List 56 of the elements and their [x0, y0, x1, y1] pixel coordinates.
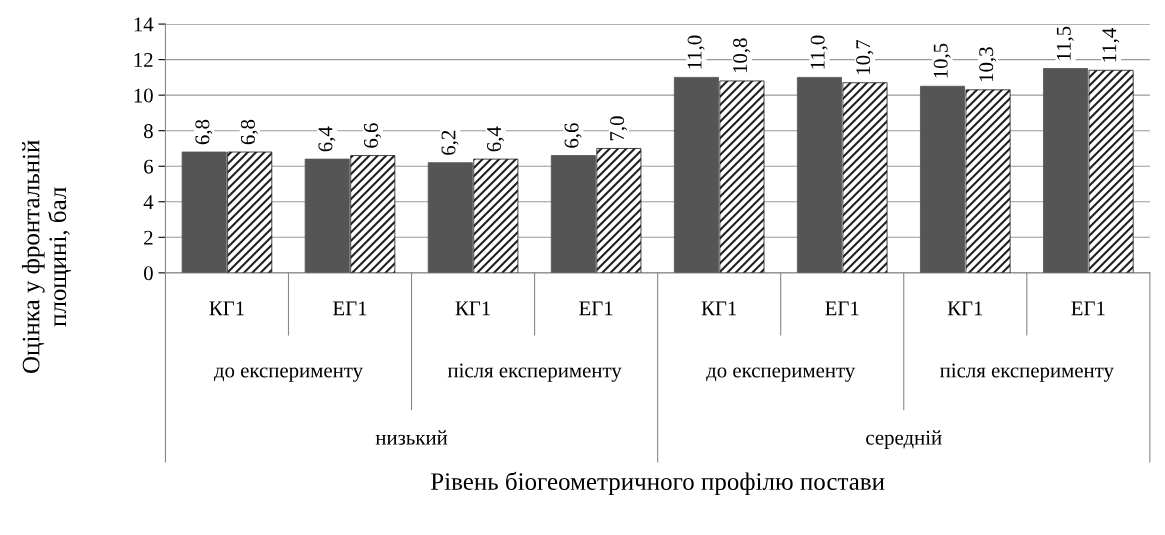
data-label: 11,0	[687, 35, 705, 69]
bar	[1088, 69, 1134, 273]
bar	[1043, 68, 1089, 273]
x-tick-label: КГ1	[947, 301, 983, 316]
data-label: 6,8	[195, 119, 213, 145]
y-tick-label: 12	[134, 53, 153, 67]
data-label: 7,0	[610, 116, 628, 141]
text: після експерименту	[940, 363, 1114, 382]
text: середній	[866, 430, 942, 449]
data-label: 6,2	[441, 130, 459, 155]
y-axis-title: Оцінка у фронтальній площині, бал	[21, 140, 72, 373]
data-label: 6,6	[363, 123, 381, 148]
text: після експерименту	[447, 363, 622, 382]
y-tick-label: 8	[144, 124, 153, 139]
data-label: 11,0	[810, 35, 828, 69]
data-label: 10,5	[933, 43, 951, 78]
text: низький	[375, 430, 448, 445]
data-label: 6,4	[487, 126, 505, 152]
data-label: 11,4	[1102, 27, 1120, 62]
bar	[842, 82, 888, 273]
data-label: 6,6	[564, 123, 582, 148]
bar	[920, 85, 966, 273]
y-tick-label: 2	[144, 230, 153, 245]
x-tick-label: КГ1	[209, 301, 244, 316]
x-tick-label: ЕГ1	[579, 301, 613, 316]
y-tick-label: 6	[144, 159, 153, 174]
bar	[304, 158, 350, 273]
bar	[473, 158, 519, 273]
y-tick-label: 14	[134, 17, 154, 32]
data-label: 6,4	[318, 126, 336, 152]
data-label: 10,3	[979, 47, 997, 82]
x-tick-label: КГ1	[701, 301, 737, 316]
bar	[965, 89, 1011, 273]
y-tick-label: 4	[143, 195, 154, 209]
bar	[427, 162, 473, 273]
data-label: 11,5	[1056, 26, 1074, 60]
bar	[181, 151, 227, 273]
x-tick-label: ЕГ1	[825, 301, 859, 316]
bar	[673, 76, 719, 273]
x-tick-label: ЕГ1	[333, 301, 367, 316]
y-tick-label: 10	[134, 88, 153, 103]
bar	[550, 155, 596, 273]
text: Рівень біогеометричного профілю постави	[430, 471, 885, 496]
text: до експерименту	[706, 367, 856, 382]
bar	[350, 155, 396, 273]
data-label: 10,8	[733, 38, 751, 73]
bar	[596, 148, 642, 273]
data-label: 10,7	[856, 39, 874, 74]
bar	[227, 151, 273, 273]
bar	[796, 76, 842, 273]
data-label: 6,8	[240, 119, 258, 145]
bar	[719, 80, 765, 273]
x-tick-label: ЕГ1	[1071, 301, 1105, 316]
text: до експерименту	[213, 367, 363, 382]
x-tick-label: КГ1	[455, 301, 490, 316]
y-tick-label: 0	[144, 266, 153, 281]
